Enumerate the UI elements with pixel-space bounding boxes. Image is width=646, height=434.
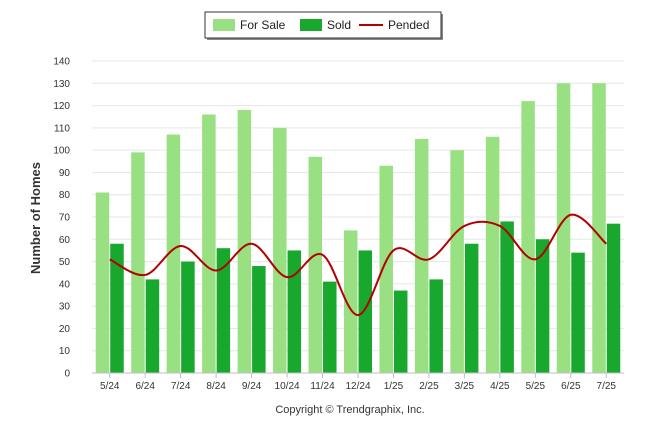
x-tick-label: 2/25 [419, 381, 439, 392]
y-tick-label: 70 [59, 213, 71, 224]
bar-for-sale[interactable] [521, 101, 535, 373]
pended-point[interactable] [178, 243, 184, 249]
y-tick-label: 100 [53, 146, 70, 157]
y-tick-label: 110 [54, 123, 70, 134]
y-tick-label: 10 [59, 346, 71, 357]
x-tick-label: 8/24 [206, 381, 226, 392]
y-tick-label: 50 [59, 257, 71, 268]
pended-point[interactable] [461, 223, 467, 229]
y-axis-ticks: 0 10 20 30 40 50 60 70 80 90 100 110 120 130 140 [53, 57, 70, 380]
bar-for-sale[interactable] [450, 150, 464, 373]
bar-sold[interactable] [535, 239, 550, 373]
x-tick-label: 11/24 [310, 381, 335, 392]
y-tick-label: 120 [53, 101, 70, 112]
bar-sold[interactable] [145, 279, 160, 373]
bar-sold[interactable] [464, 243, 479, 373]
pended-point[interactable] [568, 212, 574, 218]
x-tick-label: 7/24 [171, 381, 191, 392]
bar-for-sale[interactable] [592, 83, 606, 374]
pended-line-layer [107, 212, 609, 318]
x-tick-label: 1/25 [384, 381, 404, 392]
legend-label-sold[interactable]: Sold [327, 18, 351, 32]
bar-sold[interactable] [110, 243, 124, 373]
bar-for-sale[interactable] [556, 83, 571, 374]
bar-for-sale[interactable] [131, 152, 145, 373]
x-tick-label: 4/25 [490, 381, 510, 392]
pended-point[interactable] [426, 256, 432, 262]
legend-swatch-sold [300, 19, 322, 31]
legend-swatch-for-sale [213, 19, 235, 31]
pended-point[interactable] [284, 274, 290, 280]
x-tick-label: 6/25 [561, 381, 581, 392]
pended-point[interactable] [355, 312, 361, 318]
bar-for-sale[interactable] [485, 136, 500, 373]
y-tick-label: 80 [59, 190, 71, 201]
pended-point[interactable] [213, 267, 219, 273]
legend-box [204, 11, 442, 39]
bar-for-sale[interactable] [95, 192, 110, 373]
bar-sold[interactable] [429, 279, 443, 373]
x-tick-label: 9/24 [242, 381, 262, 392]
y-tick-label: 30 [59, 302, 71, 313]
bar-for-sale[interactable] [379, 165, 393, 373]
bar-for-sale[interactable] [166, 134, 181, 373]
bar-for-sale[interactable] [344, 230, 358, 373]
pended-point[interactable] [603, 241, 609, 247]
x-tick-label: 12/24 [345, 381, 370, 392]
y-axis-label: Number of Homes [28, 162, 43, 274]
legend: For Sale Sold Pended [204, 11, 443, 40]
bar-sold[interactable] [500, 221, 514, 373]
pended-point[interactable] [532, 256, 538, 262]
y-tick-label: 140 [53, 57, 70, 68]
pended-point[interactable] [497, 223, 503, 229]
y-tick-label: 20 [59, 324, 71, 335]
x-tick-label: 10/24 [275, 381, 300, 392]
legend-label-for-sale[interactable]: For Sale [240, 18, 286, 32]
pended-point[interactable] [390, 247, 396, 253]
bar-sold[interactable] [358, 250, 373, 373]
pended-point[interactable] [142, 272, 148, 278]
legend-label-pended[interactable]: Pended [388, 18, 429, 32]
bar-for-sale[interactable] [202, 114, 216, 373]
bar-sold[interactable] [606, 223, 621, 373]
y-tick-label: 60 [59, 235, 71, 246]
bar-sold[interactable] [571, 252, 585, 373]
bar-for-sale[interactable] [308, 156, 323, 373]
copyright-text: Copyright © Trendgraphix, Inc. [275, 404, 424, 416]
bar-for-sale[interactable] [237, 110, 252, 374]
x-tick-label: 5/25 [526, 381, 546, 392]
pended-point[interactable] [107, 256, 113, 262]
pended-line[interactable] [109, 213, 607, 317]
bar-for-sale[interactable] [414, 139, 429, 373]
x-tick-label: 6/24 [135, 381, 155, 392]
bar-sold[interactable] [287, 250, 302, 373]
pended-point[interactable] [249, 241, 255, 247]
x-tick-label: 5/24 [100, 381, 120, 392]
bar-for-sale[interactable] [273, 127, 287, 373]
y-tick-label: 0 [64, 369, 70, 380]
bar-sold[interactable] [252, 266, 266, 373]
bar-sold[interactable] [323, 281, 337, 373]
x-tick-label: 3/25 [455, 381, 475, 392]
y-tick-label: 90 [59, 168, 71, 179]
x-tick-label: 7/25 [597, 381, 617, 392]
x-axis-ticks: 5/24 6/24 7/24 8/24 9/24 10/24 11/24 12/24 1/25 2… [100, 373, 616, 392]
y-tick-label: 40 [59, 279, 71, 290]
y-tick-label: 130 [53, 79, 70, 90]
bar-sold[interactable] [393, 290, 408, 373]
pended-point[interactable] [320, 252, 326, 258]
bars [95, 83, 621, 374]
gridlines [92, 60, 624, 352]
bar-sold[interactable] [216, 248, 231, 373]
bar-sold[interactable] [181, 261, 195, 373]
